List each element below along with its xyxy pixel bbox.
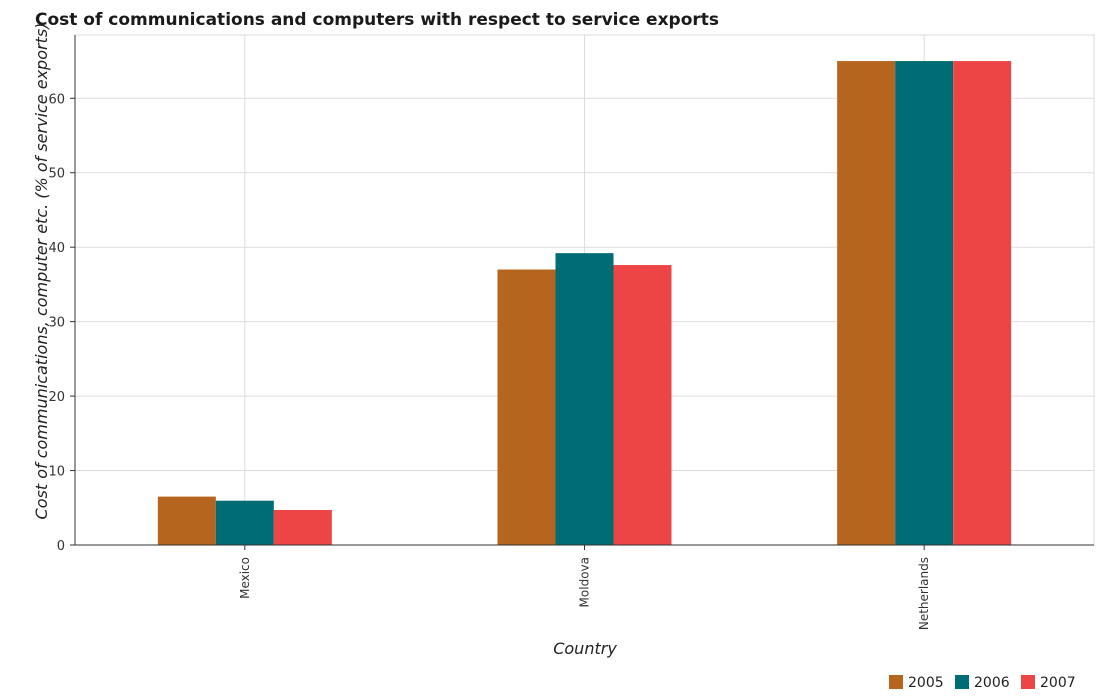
legend: 2005 2006 2007 — [889, 675, 1076, 691]
bar-mexico-2005 — [157, 496, 216, 545]
y-tick-label: 40 — [48, 241, 65, 256]
bar-moldova-2005 — [497, 269, 556, 545]
x-tick-label: Netherlands — [917, 557, 931, 630]
bar-moldova-2006 — [555, 253, 614, 545]
legend-swatch-2007 — [1021, 675, 1035, 689]
legend-label-2007: 2007 — [1040, 675, 1076, 691]
x-tick-label: Moldova — [578, 557, 592, 607]
y-tick-label: 30 — [48, 316, 65, 331]
y-tick-label: 20 — [48, 390, 65, 405]
bar-netherlands-2005 — [837, 61, 896, 545]
bar-mexico-2006 — [215, 500, 274, 545]
bar-netherlands-2007 — [953, 61, 1012, 545]
legend-swatch-2005 — [889, 675, 903, 689]
y-tick-label: 10 — [48, 465, 65, 480]
y-tick-label: 50 — [48, 167, 65, 182]
legend-swatch-2006 — [955, 675, 969, 689]
legend-label-2006: 2006 — [974, 675, 1010, 691]
bar-mexico-2007 — [273, 510, 332, 545]
bar-netherlands-2006 — [895, 61, 954, 545]
bar-moldova-2007 — [613, 265, 672, 545]
legend-label-2005: 2005 — [908, 675, 944, 691]
x-axis-label: Country — [553, 639, 617, 658]
y-tick-label: 60 — [48, 92, 65, 107]
chart-title: Cost of communications and computers wit… — [35, 10, 719, 30]
axes: 0 10 20 30 40 50 60 Mexico Moldova Netherlands — [48, 35, 1094, 630]
y-axis-label: Cost of communications, computer etc. (%… — [32, 23, 51, 520]
x-tick-label: Mexico — [238, 557, 252, 599]
y-tick-label: 0 — [57, 539, 65, 554]
bars — [157, 61, 1012, 545]
